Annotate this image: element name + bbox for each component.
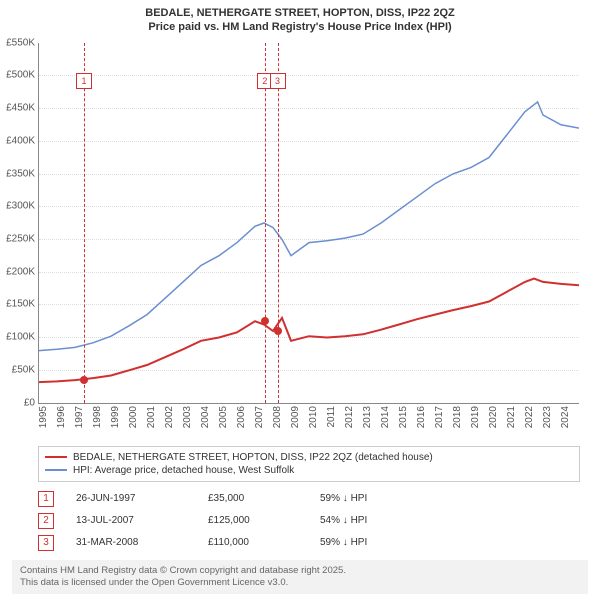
row-price: £125,000 [208,515,298,526]
x-tick-label: 2005 [218,406,229,428]
marker-box-3: 3 [270,73,286,89]
x-tick-label: 2002 [164,406,175,428]
y-tick-label: £400K [0,135,35,146]
marker-point-3 [274,327,282,335]
legend-swatch [45,469,67,471]
x-tick-label: 2014 [380,406,391,428]
x-tick-label: 2011 [326,406,337,428]
footer-attribution: Contains HM Land Registry data © Crown c… [12,560,588,594]
y-tick-label: £200K [0,266,35,277]
row-date: 31-MAR-2008 [76,537,186,548]
row-price: £110,000 [208,537,298,548]
legend: BEDALE, NETHERGATE STREET, HOPTON, DISS,… [38,446,580,482]
y-tick-label: £150K [0,299,35,310]
x-tick-label: 2013 [362,406,373,428]
row-price: £35,000 [208,493,298,504]
title-line-2: Price paid vs. HM Land Registry's House … [0,20,600,34]
x-tick-label: 2015 [398,406,409,428]
x-tick-label: 2018 [452,406,463,428]
row-delta: 59% ↓ HPI [320,537,367,548]
x-tick-label: 2017 [434,406,445,428]
x-tick-label: 2006 [236,406,247,428]
x-tick-label: 2012 [344,406,355,428]
x-tick-label: 1999 [110,406,121,428]
x-tick-label: 2016 [416,406,427,428]
x-tick-label: 1998 [92,406,103,428]
legend-row: BEDALE, NETHERGATE STREET, HOPTON, DISS,… [45,451,573,464]
marker-line-1 [84,43,85,403]
row-badge: 2 [38,513,54,529]
chart-container: BEDALE, NETHERGATE STREET, HOPTON, DISS,… [0,0,600,590]
marker-line-3 [278,43,279,403]
x-tick-label: 2008 [272,406,283,428]
footer-line-1: Contains HM Land Registry data © Crown c… [20,565,580,577]
y-tick-label: £300K [0,201,35,212]
x-tick-label: 2024 [560,406,571,428]
row-badge: 1 [38,491,54,507]
row-date: 26-JUN-1997 [76,493,186,504]
y-tick-label: £50K [0,364,35,375]
row-delta: 59% ↓ HPI [320,493,367,504]
chart-title: BEDALE, NETHERGATE STREET, HOPTON, DISS,… [0,0,600,35]
marker-line-2 [265,43,266,403]
x-tick-label: 1997 [74,406,85,428]
row-date: 13-JUL-2007 [76,515,186,526]
x-tick-label: 2000 [128,406,139,428]
title-line-1: BEDALE, NETHERGATE STREET, HOPTON, DISS,… [0,6,600,20]
y-tick-label: £0 [0,397,35,408]
marker-point-1 [80,376,88,384]
table-row: 1 26-JUN-1997 £35,000 59% ↓ HPI [38,488,578,510]
x-tick-label: 2001 [146,406,157,428]
marker-point-2 [261,317,269,325]
row-delta: 54% ↓ HPI [320,515,367,526]
x-tick-label: 2009 [290,406,301,428]
x-tick-label: 2007 [254,406,265,428]
transaction-table: 1 26-JUN-1997 £35,000 59% ↓ HPI 2 13-JUL-2007… [38,488,578,554]
table-row: 3 31-MAR-2008 £110,000 59% ↓ HPI [38,532,578,554]
chart-svg [39,43,579,403]
chart-plot-area: £0£50K£100K£150K£200K£250K£300K£350K£400… [38,43,579,404]
x-tick-label: 2020 [488,406,499,428]
x-tick-label: 2003 [182,406,193,428]
y-tick-label: £550K [0,37,35,48]
y-tick-label: £500K [0,70,35,81]
legend-row: HPI: Average price, detached house, West… [45,464,573,477]
x-axis-ticks: 1995 1996 1997 1998 1999 2000 2001 2002 2003 2004… [38,406,578,442]
row-badge: 3 [38,535,54,551]
x-tick-label: 2023 [542,406,553,428]
legend-swatch [45,456,67,458]
x-tick-label: 2010 [308,406,319,428]
legend-label: BEDALE, NETHERGATE STREET, HOPTON, DISS,… [73,452,433,463]
x-tick-label: 2004 [200,406,211,428]
x-tick-label: 1996 [56,406,67,428]
x-tick-label: 2022 [524,406,535,428]
footer-line-2: This data is licensed under the Open Gov… [20,577,580,589]
y-tick-label: £350K [0,168,35,179]
legend-label: HPI: Average price, detached house, West… [73,465,294,476]
y-tick-label: £100K [0,332,35,343]
x-tick-label: 2021 [506,406,517,428]
line-series_hpi [39,101,579,350]
x-tick-label: 2019 [470,406,481,428]
x-tick-label: 1995 [38,406,49,428]
table-row: 2 13-JUL-2007 £125,000 54% ↓ HPI [38,510,578,532]
y-tick-label: £450K [0,103,35,114]
marker-box-1: 1 [76,73,92,89]
y-tick-label: £250K [0,233,35,244]
